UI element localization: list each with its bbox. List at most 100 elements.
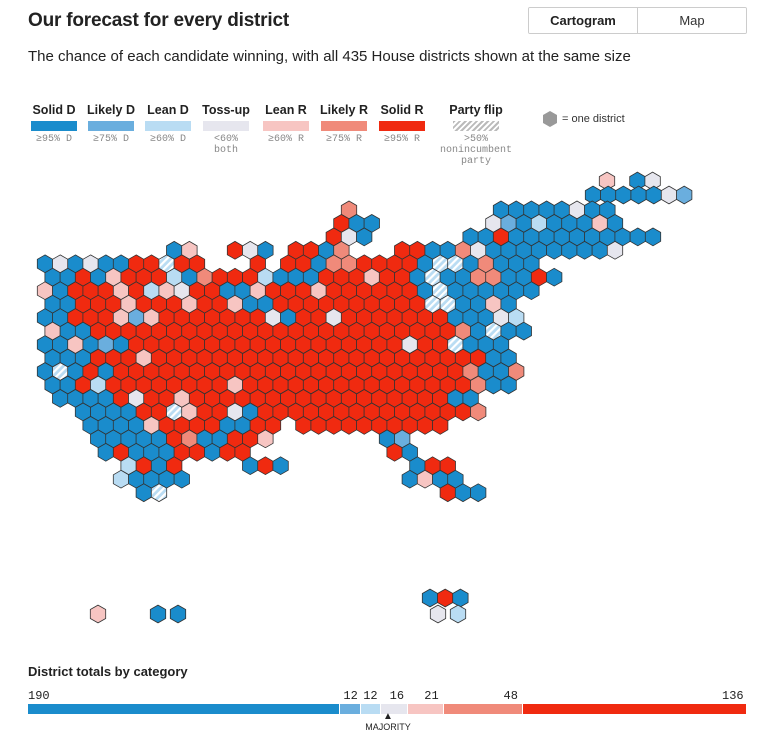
totals-count: 12 bbox=[343, 689, 358, 703]
totals-segment bbox=[522, 704, 747, 714]
district-hex[interactable] bbox=[150, 483, 168, 503]
district-hex[interactable] bbox=[645, 185, 662, 205]
legend-item-toss-up: Toss-up <60% both bbox=[196, 103, 256, 156]
legend-swatch bbox=[263, 121, 309, 131]
legend-sub: ≥75% D bbox=[92, 134, 129, 145]
district-hex[interactable] bbox=[432, 416, 449, 435]
legend-sub: <60% both bbox=[213, 134, 238, 156]
district-hex[interactable] bbox=[439, 483, 456, 503]
legend-item-likely-r: Likely R ≥75% R bbox=[314, 103, 374, 145]
district-hex[interactable] bbox=[630, 185, 647, 205]
legend-label: Party flip bbox=[449, 103, 503, 117]
district-hex[interactable] bbox=[149, 604, 167, 624]
legend-label: Toss-up bbox=[202, 103, 250, 117]
totals-title: District totals by category bbox=[28, 664, 188, 679]
district-hex[interactable] bbox=[272, 456, 289, 476]
legend-sub: ≥95% R bbox=[383, 134, 420, 145]
legend-item-likely-d: Likely D ≥75% D bbox=[81, 103, 141, 145]
totals-count: 16 bbox=[389, 689, 405, 703]
district-hex[interactable] bbox=[188, 442, 206, 462]
district-hex[interactable] bbox=[452, 588, 469, 608]
district-hex[interactable] bbox=[219, 442, 236, 462]
legend-swatch bbox=[88, 121, 134, 131]
legend-swatch bbox=[203, 121, 249, 131]
district-hex[interactable] bbox=[340, 416, 358, 435]
totals-count: 12 bbox=[363, 689, 378, 703]
district-hex[interactable] bbox=[454, 402, 472, 422]
legend-label: Lean R bbox=[265, 103, 307, 117]
legend-label: Lean D bbox=[147, 103, 189, 117]
totals-count: 190 bbox=[28, 689, 50, 703]
legend-label: Likely R bbox=[320, 103, 368, 117]
district-hex[interactable] bbox=[429, 604, 447, 624]
district-hex[interactable] bbox=[204, 442, 221, 462]
totals-segment bbox=[339, 704, 360, 714]
district-hex[interactable] bbox=[500, 375, 517, 395]
district-hex[interactable] bbox=[437, 588, 454, 608]
totals-segment bbox=[28, 704, 339, 714]
district-hex[interactable] bbox=[629, 227, 646, 247]
legend-swatch bbox=[145, 121, 191, 131]
legend-sub: ≥60% R bbox=[267, 134, 304, 145]
district-hex[interactable] bbox=[89, 604, 107, 624]
district-hex[interactable] bbox=[644, 227, 662, 247]
district-hex[interactable] bbox=[310, 416, 327, 435]
district-hex[interactable] bbox=[515, 321, 532, 341]
district-hex[interactable] bbox=[546, 267, 563, 287]
legend-sub: ≥75% R bbox=[325, 134, 362, 145]
district-hex[interactable] bbox=[325, 416, 342, 435]
district-hex[interactable] bbox=[416, 416, 434, 435]
tab-map[interactable]: Map bbox=[638, 8, 746, 33]
legend-item-solid-d: Solid D ≥95% D bbox=[24, 103, 84, 145]
district-hex[interactable] bbox=[470, 402, 487, 422]
district-hex[interactable] bbox=[257, 456, 274, 476]
district-hex[interactable] bbox=[173, 469, 190, 489]
district-hex[interactable] bbox=[356, 416, 373, 435]
legend-sub: ≥60% D bbox=[149, 134, 186, 145]
district-hex[interactable] bbox=[454, 483, 472, 503]
totals-count: 136 bbox=[722, 689, 744, 703]
district-hex[interactable] bbox=[421, 588, 439, 608]
district-hex[interactable] bbox=[226, 240, 244, 260]
legend-label: Solid D bbox=[32, 103, 76, 117]
one-district-key: = one district bbox=[542, 110, 625, 128]
legend-swatch bbox=[31, 121, 77, 131]
legend-label: Solid R bbox=[380, 103, 424, 117]
district-hex[interactable] bbox=[660, 185, 678, 205]
legend-swatch bbox=[321, 121, 367, 131]
district-hex[interactable] bbox=[295, 416, 312, 435]
totals-segment bbox=[407, 704, 443, 714]
majority-marker: ▲ MAJORITY bbox=[362, 712, 414, 733]
legend-item-party-flip: Party flip >50% nonincumbent party bbox=[440, 103, 512, 167]
one-district-label: = one district bbox=[562, 113, 625, 125]
legend-sub: ≥95% D bbox=[35, 134, 72, 145]
legend-item-solid-r: Solid R ≥95% R bbox=[372, 103, 432, 145]
legend-item-lean-d: Lean D ≥60% D bbox=[138, 103, 198, 145]
tab-cartogram[interactable]: Cartogram bbox=[529, 8, 638, 33]
district-hex[interactable] bbox=[97, 442, 114, 462]
district-hex[interactable] bbox=[257, 429, 274, 449]
legend-sub: >50% nonincumbent party bbox=[439, 134, 512, 167]
district-hex[interactable] bbox=[523, 281, 540, 301]
district-hex[interactable] bbox=[485, 375, 502, 395]
totals-count: 48 bbox=[503, 689, 518, 703]
district-hex[interactable] bbox=[135, 483, 152, 503]
totals-segment bbox=[359, 704, 381, 714]
legend-swatch bbox=[453, 121, 499, 131]
hexagon-icon bbox=[543, 111, 557, 127]
view-toggle: Cartogram Map bbox=[528, 7, 747, 34]
page-subtitle: The chance of each candidate winning, wi… bbox=[28, 48, 631, 65]
district-hex[interactable] bbox=[449, 604, 467, 624]
district-hex[interactable] bbox=[470, 483, 487, 503]
legend-label: Likely D bbox=[87, 103, 135, 117]
totals-bar bbox=[28, 704, 747, 714]
district-hex[interactable] bbox=[606, 240, 624, 260]
district-hex[interactable] bbox=[386, 442, 403, 462]
district-hex[interactable] bbox=[676, 185, 693, 205]
district-hex[interactable] bbox=[169, 604, 187, 624]
district-hex[interactable] bbox=[356, 227, 373, 247]
majority-label: MAJORITY bbox=[365, 722, 411, 732]
legend-swatch bbox=[379, 121, 425, 131]
totals-segment bbox=[442, 704, 523, 714]
district-hex[interactable] bbox=[615, 185, 632, 205]
